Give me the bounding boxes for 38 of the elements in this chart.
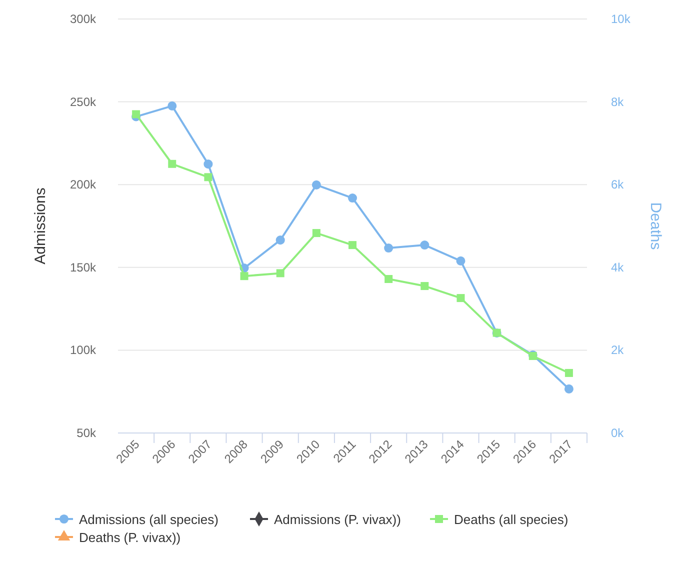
point <box>456 294 465 302</box>
point <box>132 110 140 118</box>
point <box>420 240 430 250</box>
point <box>312 229 320 238</box>
y2-tick-label: 6k <box>611 178 625 192</box>
y-tick-label: 50k <box>76 426 97 440</box>
y-tick-label: 200k <box>70 178 97 192</box>
y-axis-title: Admissions <box>32 188 49 264</box>
y-tick-label: 250k <box>70 94 97 109</box>
y2-tick-label: 8k <box>611 94 625 109</box>
point <box>168 101 177 110</box>
point <box>276 236 285 245</box>
legend-label: Admissions (P. vivax)) <box>274 512 401 527</box>
y-tick-label: 100k <box>70 343 97 358</box>
point <box>384 274 393 283</box>
point <box>384 244 394 253</box>
y2-tick-label: 4k <box>611 260 625 274</box>
point <box>456 256 466 266</box>
y2-axis-title: Deaths <box>647 202 664 250</box>
point <box>348 241 356 250</box>
legend-label: Deaths (P. vivax)) <box>79 530 181 545</box>
y-tick-label: 300k <box>70 12 97 26</box>
point <box>168 160 176 168</box>
y2-tick-label: 2k <box>611 343 625 358</box>
legend-label: Deaths (all species) <box>454 512 568 527</box>
point <box>276 269 284 278</box>
point <box>240 272 248 280</box>
point <box>348 194 358 203</box>
y2-tick-label: 10k <box>611 12 632 26</box>
point <box>564 368 573 377</box>
y-tick-label: 150k <box>70 260 97 274</box>
point <box>420 282 429 290</box>
legend-label: Admissions (all species) <box>79 512 218 527</box>
y2-tick-label: 0k <box>611 426 625 440</box>
point <box>204 160 213 169</box>
point <box>564 384 574 394</box>
point <box>312 180 321 190</box>
point <box>204 173 212 182</box>
